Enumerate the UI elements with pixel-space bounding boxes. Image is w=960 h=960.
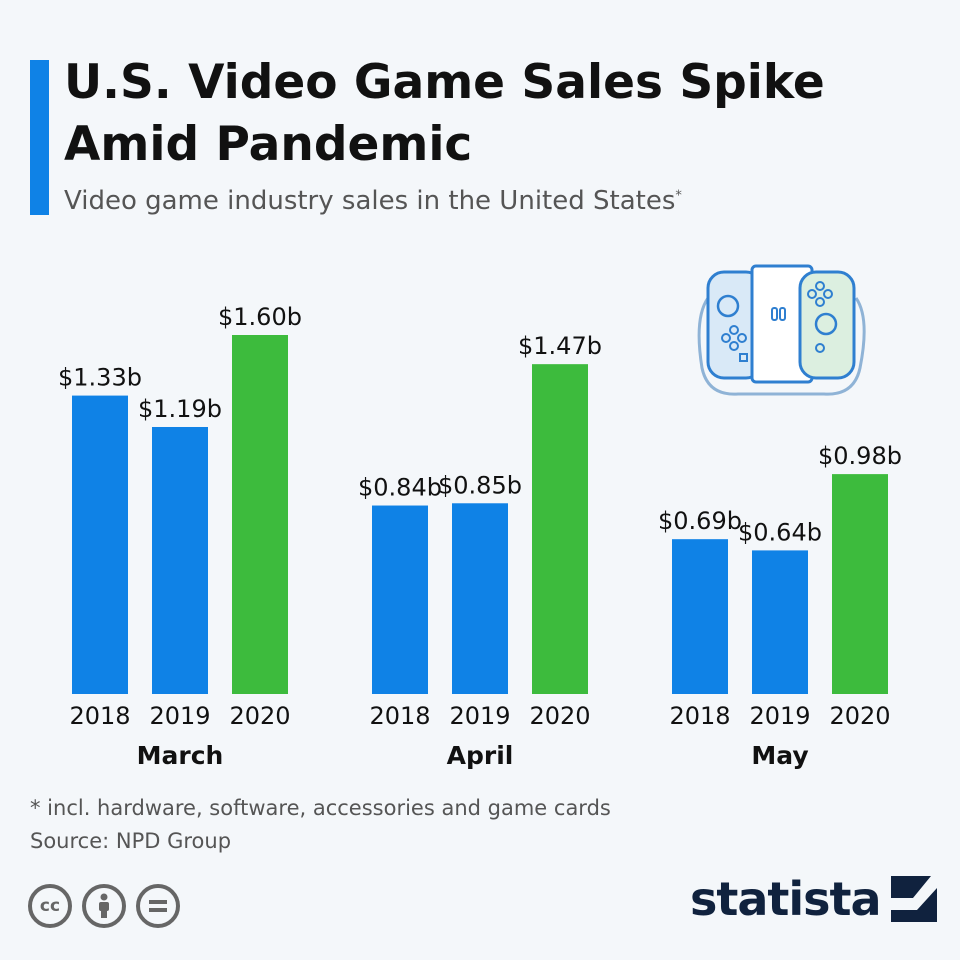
bar-may-2019 [752,550,808,694]
game-controller-icon [697,264,866,396]
data-label: $1.47b [518,332,602,360]
subtitle-text: Video game industry sales in the United … [64,186,676,216]
data-label: $0.64b [738,518,822,546]
bar-may-2020 [832,474,888,694]
data-label: $0.98b [818,442,902,470]
data-label: $0.69b [658,507,742,535]
data-label: $0.84b [358,474,442,502]
brand-name: statista [690,872,882,926]
no-derivatives-icon[interactable] [136,884,180,928]
statista-logo-icon [890,876,937,922]
bar-chart: $1.33b2018$1.19b2019$1.60b2020March$0.84… [58,303,902,770]
x-tick-label: 2019 [449,702,510,730]
attribution-icon[interactable] [82,884,126,928]
group-label-may: May [751,741,808,770]
x-tick-label: 2019 [149,702,210,730]
license-icons: cc [28,884,180,928]
footnote-source: Source: NPD Group [30,829,232,853]
data-label: $0.85b [438,471,522,499]
data-label: $1.19b [138,395,222,423]
bar-march-2018 [72,395,128,694]
title-accent-bar [30,60,49,215]
subtitle-marker: * [675,188,682,204]
group-label-april: April [447,741,514,770]
x-tick-label: 2019 [749,702,810,730]
bar-april-2019 [452,503,508,694]
bar-march-2020 [232,335,288,694]
chart-subtitle: Video game industry sales in the United … [64,186,682,216]
bar-april-2018 [372,505,428,694]
x-tick-label: 2018 [669,702,730,730]
footnote-note: * incl. hardware, software, accessories … [30,796,611,820]
x-tick-label: 2020 [529,702,590,730]
data-label: $1.60b [218,303,302,331]
group-label-march: March [137,741,224,770]
x-tick-label: 2018 [69,702,130,730]
chart-title: U.S. Video Game Sales Spike Amid Pandemi… [64,55,825,172]
bar-may-2018 [672,539,728,694]
footnote: * incl. hardware, software, accessories … [30,792,611,858]
x-tick-label: 2020 [229,702,290,730]
bar-april-2020 [532,364,588,694]
x-tick-label: 2018 [369,702,430,730]
data-label: $1.33b [58,364,142,392]
brand-logo[interactable]: statista [690,872,937,926]
cc-icon[interactable]: cc [28,884,72,928]
bar-march-2019 [152,426,208,694]
x-tick-label: 2020 [829,702,890,730]
